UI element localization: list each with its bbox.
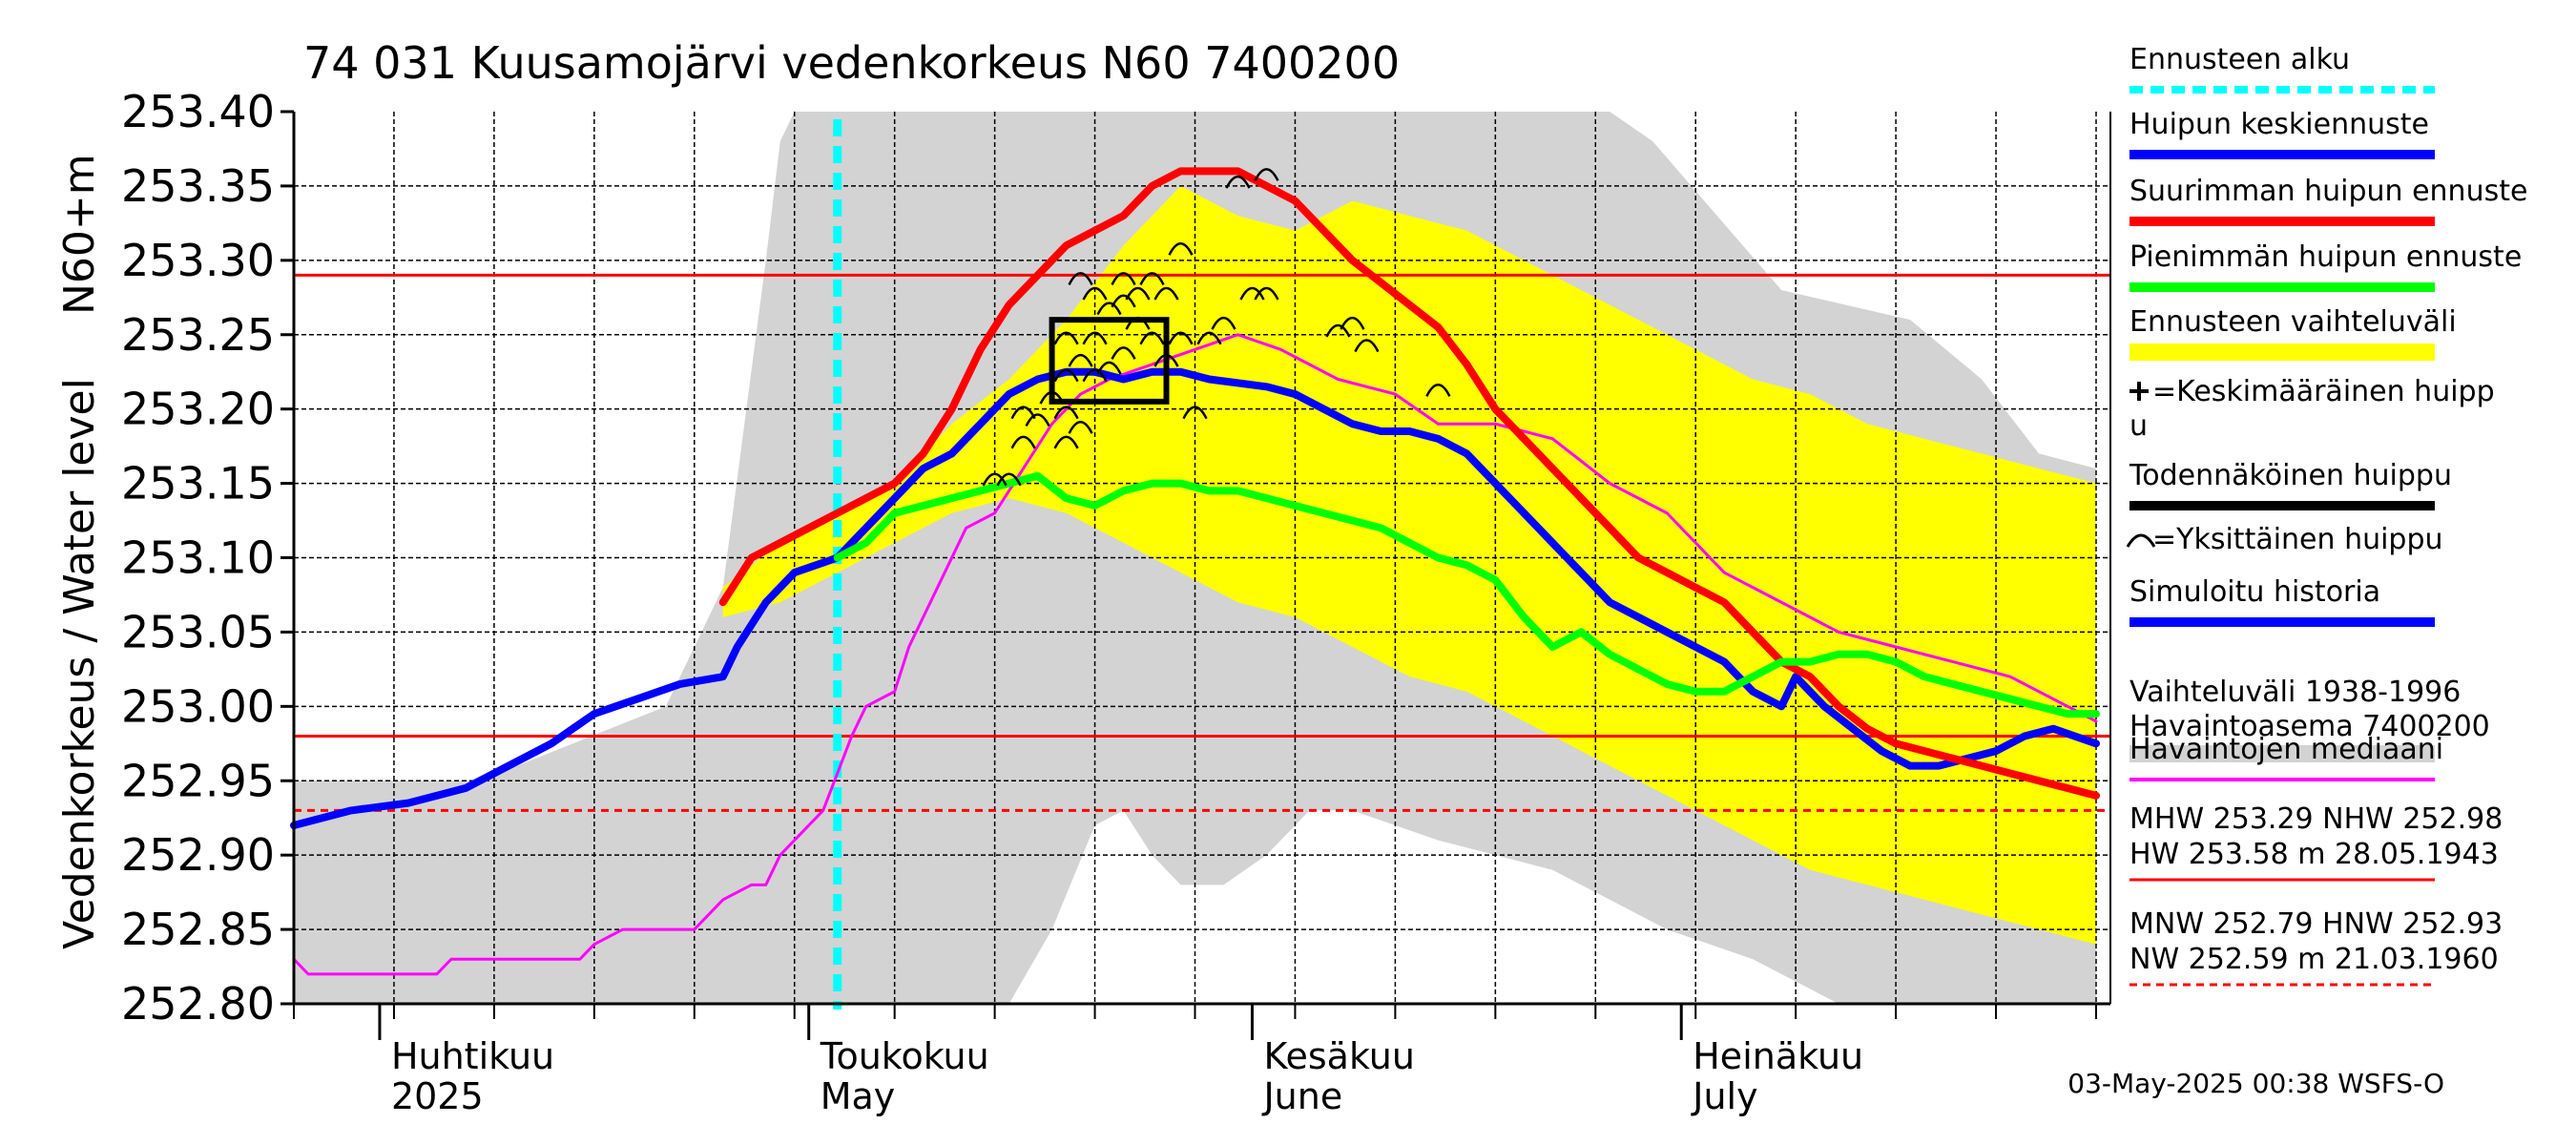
- legend-label: Simuloitu historia: [2129, 575, 2380, 609]
- peak-arc: [1225, 175, 1251, 189]
- legend-label: =Keskimääräinen huipp: [2152, 375, 2495, 408]
- peak-arc: [1025, 413, 1050, 427]
- peak-arc: [1010, 435, 1036, 449]
- y-tick-label: 253.00: [121, 680, 275, 732]
- peak-arc: [1182, 406, 1208, 420]
- y-tick-label: 252.90: [121, 829, 275, 881]
- peak-arc: [1082, 286, 1108, 301]
- peak-arc: [1139, 272, 1165, 285]
- peak-arc: [1053, 331, 1079, 345]
- peak-arc: [1196, 331, 1222, 345]
- legend-label: Todennäköinen huippu: [2129, 459, 2452, 492]
- peak-arc: [1254, 286, 1279, 301]
- peak-arc: [1068, 421, 1093, 434]
- y-tick-label: 253.15: [121, 458, 275, 510]
- footer-timestamp: 03-May-2025 00:38 WSFS-O: [2067, 1068, 2444, 1099]
- stats-line-2: NW 252.59 m 21.03.1960: [2129, 943, 2499, 976]
- peak-arc: [1168, 242, 1194, 256]
- y-tick-label: 252.80: [121, 978, 275, 1030]
- peak-arc: [1082, 331, 1108, 345]
- y-tick-label: 253.35: [121, 160, 275, 212]
- month-label-fi: Heinäkuu: [1693, 1035, 1863, 1077]
- series-line-1: [290, 553, 841, 829]
- legend-label: Pienimmän huipun ennuste: [2129, 240, 2522, 274]
- legend-label-2: u: [2129, 409, 2148, 443]
- y-tick-label: 253.30: [121, 235, 275, 286]
- series-line-0: [292, 333, 2098, 976]
- y-tick-label: 253.05: [121, 606, 275, 657]
- legend-label: Vaihteluväli 1938-1996: [2129, 676, 2461, 709]
- y-axis-unit: N60+m: [55, 154, 104, 315]
- peak-arc: [1153, 286, 1179, 301]
- peak-arc: [1096, 302, 1122, 316]
- y-tick-label: 252.85: [121, 904, 275, 955]
- legend-label: Suurimman huipun ennuste: [2129, 175, 2527, 208]
- peak-arc: [1111, 272, 1136, 285]
- series-line-2: [833, 367, 2101, 770]
- peak-arc: [1254, 168, 1279, 181]
- y-tick-label: 252.95: [121, 755, 275, 806]
- peak-arc: [1139, 331, 1165, 345]
- month-label-en: July: [1691, 1075, 1757, 1117]
- peak-arc: [1211, 316, 1236, 330]
- legend-arc-icon: [2126, 533, 2156, 548]
- peak-arc: [1096, 361, 1122, 375]
- peak-arc: [1053, 435, 1079, 449]
- stats-line-1: MHW 253.29 NHW 252.98: [2129, 802, 2503, 836]
- peak-arc: [1053, 406, 1079, 420]
- stats-line-2: HW 253.58 m 28.05.1943: [2129, 838, 2499, 871]
- legend-label-2: Havaintoasema 7400200: [2129, 710, 2490, 743]
- y-tick-label: 253.25: [121, 309, 275, 361]
- peak-arc: [1125, 286, 1151, 301]
- month-label-en: June: [1261, 1075, 1342, 1117]
- legend-label: Havaintojen mediaani: [2129, 733, 2443, 766]
- stats-line-1: MNW 252.79 HNW 252.93: [2129, 907, 2503, 941]
- y-tick-label: 253.10: [121, 532, 275, 584]
- month-label-fi: Huhtikuu: [391, 1035, 554, 1077]
- peak-arc: [1111, 346, 1136, 360]
- month-label-fi: Kesäkuu: [1263, 1035, 1415, 1077]
- peak-arc: [1111, 294, 1136, 308]
- peak-arc: [1354, 339, 1380, 353]
- month-label-en: May: [821, 1075, 896, 1117]
- y-tick-label: 253.20: [121, 384, 275, 435]
- mean-peak-box: [1049, 317, 1170, 405]
- legend-label: Ennusteen vaihteluväli: [2129, 305, 2457, 339]
- y-tick-label: 253.40: [121, 86, 275, 137]
- legend-label: =Yksittäinen huippu: [2152, 523, 2443, 556]
- peak-arc: [1340, 316, 1365, 330]
- peak-arc: [1425, 384, 1451, 397]
- y-axis-title: Vedenkorkeus / Water level: [55, 378, 104, 949]
- chart-title: 74 031 Kuusamojärvi vedenkorkeus N60 740…: [303, 37, 1400, 89]
- peak-arc: [1325, 323, 1351, 338]
- peak-arc: [1068, 272, 1093, 285]
- legend-label: Huipun keskiennuste: [2129, 108, 2429, 141]
- peak-arc: [996, 472, 1022, 487]
- peak-arc: [1239, 286, 1265, 301]
- peak-arc: [1082, 368, 1108, 383]
- peak-arc: [1068, 353, 1093, 367]
- peak-arc: [1053, 368, 1079, 383]
- peak-arc: [1168, 331, 1194, 345]
- series-line-3: [718, 167, 2101, 800]
- peak-arc: [982, 472, 1008, 487]
- legend-plus-icon: [2129, 382, 2149, 401]
- month-label-en: 2025: [391, 1075, 484, 1117]
- series-line-4: [833, 471, 2101, 718]
- legend-label: Ennusteen alku: [2129, 43, 2350, 76]
- month-label-fi: Toukokuu: [820, 1035, 989, 1077]
